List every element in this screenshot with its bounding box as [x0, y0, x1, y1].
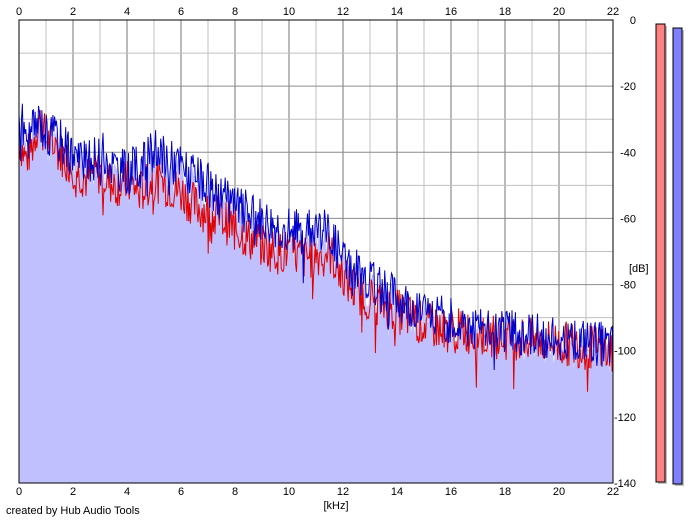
x-tick-label-top: 14	[391, 6, 403, 18]
x-tick-label-top: 10	[283, 6, 295, 18]
credit-text: created by Hub Audio Tools	[6, 505, 140, 517]
spectrum-fill	[19, 113, 613, 483]
y-axis-label: [dB]	[629, 263, 649, 275]
x-tick-label-bottom: 14	[391, 486, 403, 498]
x-tick-label-bottom: 12	[337, 486, 349, 498]
plot-frame	[18, 19, 614, 484]
y-tick-label: -80	[620, 280, 636, 292]
x-tick-label-top: 6	[178, 6, 184, 18]
y-tick-label: -40	[620, 147, 636, 159]
series-line-red	[18, 110, 614, 392]
series-line-blue	[18, 103, 614, 371]
x-tick-label-bottom: 4	[124, 486, 130, 498]
meter-red	[655, 23, 666, 483]
y-tick-label: -60	[620, 213, 636, 225]
y-tick-label: -100	[614, 346, 636, 358]
x-tick-label-bottom: 18	[499, 486, 511, 498]
x-tick-label-top: 16	[445, 6, 457, 18]
y-tick-labels: 0 -20 -40 -60 -80 -100 -120 -140	[614, 15, 636, 490]
x-axis-label: [kHz]	[323, 500, 348, 512]
x-tick-label-top: 20	[553, 6, 565, 18]
x-tick-label-bottom: 6	[178, 486, 184, 498]
x-tick-label-top: 8	[232, 6, 238, 18]
x-tick-label-bottom: 2	[70, 486, 76, 498]
x-tick-label-top: 4	[124, 6, 130, 18]
x-tick-label-bottom: 22	[607, 486, 619, 498]
x-tick-label-top: 12	[337, 6, 349, 18]
level-meters	[655, 23, 684, 486]
x-tick-label-bottom: 20	[553, 486, 565, 498]
y-tick-label: -140	[614, 478, 636, 490]
x-tick-label-top: 18	[499, 6, 511, 18]
meter-blue	[672, 27, 683, 485]
x-tick-label-bottom: 8	[232, 486, 238, 498]
spectrum-lines	[18, 103, 614, 392]
y-tick-label: -20	[620, 81, 636, 93]
x-tick-label-bottom: 16	[445, 486, 457, 498]
x-tick-label-top: 22	[607, 6, 619, 18]
y-tick-label: -120	[614, 412, 636, 424]
bottom-x-tick-labels: 0 2 4 6 8 10 12 14 16 18 20 22	[16, 486, 619, 498]
x-tick-label-bottom: 0	[16, 486, 22, 498]
top-x-tick-labels: 0 2 4 6 8 10 12 14 16 18 20 22	[16, 6, 619, 18]
x-tick-label-bottom: 10	[283, 486, 295, 498]
x-tick-label-top: 0	[16, 6, 22, 18]
y-tick-label: 0	[630, 15, 636, 27]
x-tick-label-top: 2	[70, 6, 76, 18]
spectrum-fill-area	[19, 113, 613, 483]
